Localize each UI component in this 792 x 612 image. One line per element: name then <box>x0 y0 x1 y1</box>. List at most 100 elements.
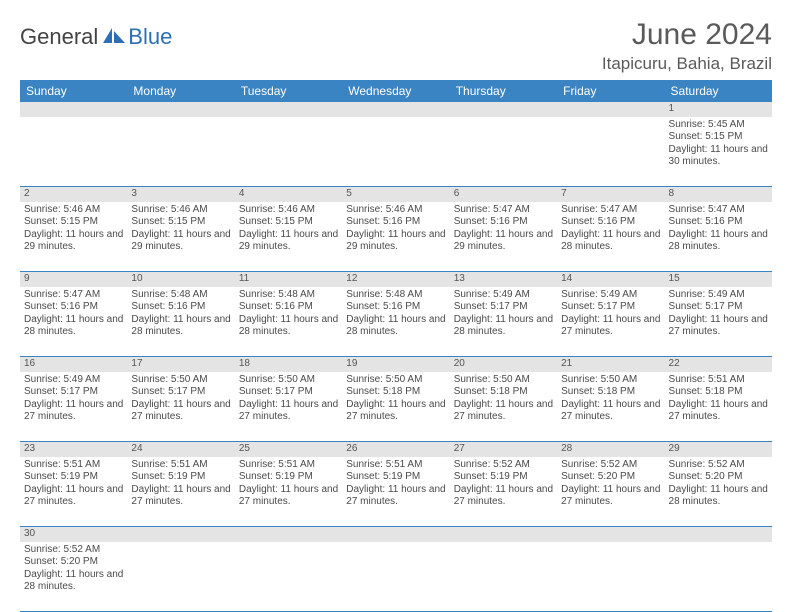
day-number <box>20 102 127 117</box>
daynum-row: 9101112131415 <box>20 272 772 287</box>
day-cell: Sunrise: 5:52 AMSunset: 5:20 PMDaylight:… <box>665 457 772 527</box>
day-cell: Sunrise: 5:48 AMSunset: 5:16 PMDaylight:… <box>342 287 449 357</box>
day-cell: Sunrise: 5:50 AMSunset: 5:17 PMDaylight:… <box>235 372 342 442</box>
daynum-row: 16171819202122 <box>20 357 772 372</box>
week-row: Sunrise: 5:45 AMSunset: 5:15 PMDaylight:… <box>20 117 772 187</box>
day-number: 9 <box>20 272 127 287</box>
daynum-row: 30 <box>20 527 772 542</box>
sunset-line: Sunset: 5:17 PM <box>239 386 338 399</box>
daynum-row: 1 <box>20 102 772 117</box>
month-title: June 2024 <box>602 18 772 52</box>
day-cell: Sunrise: 5:50 AMSunset: 5:18 PMDaylight:… <box>342 372 449 442</box>
logo-text-blue: Blue <box>128 24 172 50</box>
daylight-line: Daylight: 11 hours and 28 minutes. <box>561 229 660 254</box>
day-number <box>342 527 449 542</box>
daylight-line: Daylight: 11 hours and 29 minutes. <box>346 229 445 254</box>
sunrise-line: Sunrise: 5:50 AM <box>239 374 338 387</box>
day-cell: Sunrise: 5:47 AMSunset: 5:16 PMDaylight:… <box>450 202 557 272</box>
day-cell: Sunrise: 5:46 AMSunset: 5:15 PMDaylight:… <box>127 202 234 272</box>
day-number: 21 <box>557 357 664 372</box>
day-cell: Sunrise: 5:50 AMSunset: 5:18 PMDaylight:… <box>450 372 557 442</box>
day-number: 20 <box>450 357 557 372</box>
day-number: 15 <box>665 272 772 287</box>
sunrise-line: Sunrise: 5:49 AM <box>669 289 768 302</box>
day-number: 7 <box>557 187 664 202</box>
sunrise-line: Sunrise: 5:46 AM <box>131 204 230 217</box>
day-number: 19 <box>342 357 449 372</box>
daylight-line: Daylight: 11 hours and 28 minutes. <box>346 314 445 339</box>
day-number <box>235 527 342 542</box>
sunrise-line: Sunrise: 5:50 AM <box>561 374 660 387</box>
sunrise-line: Sunrise: 5:47 AM <box>454 204 553 217</box>
day-number: 8 <box>665 187 772 202</box>
day-number: 17 <box>127 357 234 372</box>
day-number: 12 <box>342 272 449 287</box>
sunset-line: Sunset: 5:19 PM <box>131 471 230 484</box>
day-number: 24 <box>127 442 234 457</box>
day-number: 26 <box>342 442 449 457</box>
daylight-line: Daylight: 11 hours and 27 minutes. <box>454 399 553 424</box>
day-cell <box>127 542 234 612</box>
day-header: Friday <box>557 80 664 102</box>
sunrise-line: Sunrise: 5:47 AM <box>561 204 660 217</box>
day-cell: Sunrise: 5:48 AMSunset: 5:16 PMDaylight:… <box>127 287 234 357</box>
sunset-line: Sunset: 5:16 PM <box>239 301 338 314</box>
sunset-line: Sunset: 5:20 PM <box>669 471 768 484</box>
daylight-line: Daylight: 11 hours and 28 minutes. <box>669 229 768 254</box>
sunset-line: Sunset: 5:16 PM <box>454 216 553 229</box>
sunset-line: Sunset: 5:18 PM <box>561 386 660 399</box>
sunset-line: Sunset: 5:19 PM <box>24 471 123 484</box>
sunrise-line: Sunrise: 5:51 AM <box>24 459 123 472</box>
week-row: Sunrise: 5:51 AMSunset: 5:19 PMDaylight:… <box>20 457 772 527</box>
day-cell <box>235 542 342 612</box>
day-number: 29 <box>665 442 772 457</box>
sunset-line: Sunset: 5:15 PM <box>131 216 230 229</box>
sunset-line: Sunset: 5:17 PM <box>669 301 768 314</box>
daylight-line: Daylight: 11 hours and 27 minutes. <box>346 484 445 509</box>
day-cell: Sunrise: 5:52 AMSunset: 5:20 PMDaylight:… <box>557 457 664 527</box>
day-cell <box>665 542 772 612</box>
day-header: Sunday <box>20 80 127 102</box>
day-cell <box>235 117 342 187</box>
sunrise-line: Sunrise: 5:45 AM <box>669 119 768 132</box>
daylight-line: Daylight: 11 hours and 27 minutes. <box>669 399 768 424</box>
sunset-line: Sunset: 5:15 PM <box>24 216 123 229</box>
sunset-line: Sunset: 5:16 PM <box>669 216 768 229</box>
day-cell: Sunrise: 5:49 AMSunset: 5:17 PMDaylight:… <box>450 287 557 357</box>
day-cell: Sunrise: 5:51 AMSunset: 5:19 PMDaylight:… <box>342 457 449 527</box>
day-cell <box>450 542 557 612</box>
sunrise-line: Sunrise: 5:46 AM <box>24 204 123 217</box>
header: General Blue June 2024 Itapicuru, Bahia,… <box>20 18 772 74</box>
day-cell: Sunrise: 5:48 AMSunset: 5:16 PMDaylight:… <box>235 287 342 357</box>
daylight-line: Daylight: 11 hours and 27 minutes. <box>239 484 338 509</box>
daylight-line: Daylight: 11 hours and 28 minutes. <box>239 314 338 339</box>
day-cell: Sunrise: 5:50 AMSunset: 5:17 PMDaylight:… <box>127 372 234 442</box>
sunset-line: Sunset: 5:16 PM <box>561 216 660 229</box>
daylight-line: Daylight: 11 hours and 30 minutes. <box>669 144 768 169</box>
daylight-line: Daylight: 11 hours and 28 minutes. <box>24 314 123 339</box>
day-number <box>342 102 449 117</box>
week-row: Sunrise: 5:47 AMSunset: 5:16 PMDaylight:… <box>20 287 772 357</box>
daylight-line: Daylight: 11 hours and 27 minutes. <box>239 399 338 424</box>
day-cell: Sunrise: 5:46 AMSunset: 5:16 PMDaylight:… <box>342 202 449 272</box>
sunset-line: Sunset: 5:19 PM <box>239 471 338 484</box>
sunset-line: Sunset: 5:17 PM <box>454 301 553 314</box>
day-number <box>557 102 664 117</box>
sunset-line: Sunset: 5:16 PM <box>24 301 123 314</box>
daylight-line: Daylight: 11 hours and 28 minutes. <box>669 484 768 509</box>
daylight-line: Daylight: 11 hours and 27 minutes. <box>131 399 230 424</box>
day-header: Wednesday <box>342 80 449 102</box>
day-header: Saturday <box>665 80 772 102</box>
day-header-row: SundayMondayTuesdayWednesdayThursdayFrid… <box>20 80 772 102</box>
week-row: Sunrise: 5:52 AMSunset: 5:20 PMDaylight:… <box>20 542 772 612</box>
daylight-line: Daylight: 11 hours and 27 minutes. <box>131 484 230 509</box>
day-number <box>127 102 234 117</box>
week-row: Sunrise: 5:49 AMSunset: 5:17 PMDaylight:… <box>20 372 772 442</box>
day-cell: Sunrise: 5:47 AMSunset: 5:16 PMDaylight:… <box>557 202 664 272</box>
day-number: 16 <box>20 357 127 372</box>
sunrise-line: Sunrise: 5:50 AM <box>454 374 553 387</box>
daylight-line: Daylight: 11 hours and 29 minutes. <box>454 229 553 254</box>
sunset-line: Sunset: 5:17 PM <box>24 386 123 399</box>
day-cell: Sunrise: 5:49 AMSunset: 5:17 PMDaylight:… <box>665 287 772 357</box>
sunset-line: Sunset: 5:20 PM <box>24 556 123 569</box>
